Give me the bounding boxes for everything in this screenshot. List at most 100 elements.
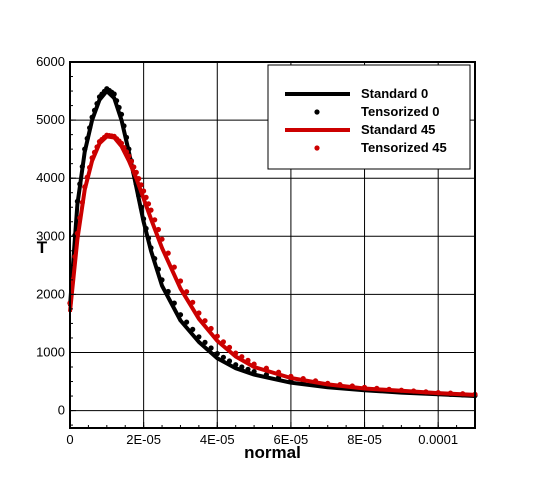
data-point — [74, 230, 80, 236]
data-point — [118, 111, 125, 117]
data-point — [143, 225, 149, 232]
data-point — [220, 354, 226, 360]
data-point — [155, 266, 161, 272]
data-point — [94, 101, 100, 107]
data-point — [87, 125, 93, 131]
data-point — [214, 351, 220, 357]
data-point — [184, 319, 190, 325]
x-tick-label: 8E-05 — [347, 432, 382, 447]
data-point — [239, 364, 245, 370]
data-point — [94, 144, 100, 150]
y-tick-label: 2000 — [36, 286, 65, 301]
data-point — [251, 369, 257, 375]
data-point — [138, 204, 144, 210]
data-point — [89, 114, 95, 120]
data-point — [202, 318, 208, 324]
data-point — [288, 373, 294, 379]
legend-box — [267, 64, 471, 170]
data-point — [138, 182, 144, 188]
x-tick-label: 0.0001 — [418, 432, 458, 447]
data-point — [148, 207, 154, 213]
data-point — [177, 278, 184, 284]
data-point — [131, 164, 137, 170]
data-point — [233, 350, 239, 356]
data-point — [159, 236, 165, 242]
data-point — [155, 226, 161, 233]
data-point — [118, 140, 125, 146]
y-axis-title: T — [37, 238, 48, 257]
legend-label: Tensorized 0 — [361, 104, 440, 119]
data-point — [133, 169, 139, 175]
data-point — [84, 174, 90, 180]
data-point — [196, 310, 202, 316]
data-point — [411, 388, 417, 394]
data-point — [177, 312, 184, 318]
x-tick-label: 6E-05 — [274, 432, 309, 447]
data-point — [423, 389, 429, 395]
data-point — [245, 366, 251, 372]
legend: Standard 0 Tensorized 0 Standard 45 Tensori… — [267, 64, 471, 170]
y-tick-label: 6000 — [36, 54, 65, 69]
data-point — [121, 145, 127, 151]
data-point — [141, 188, 147, 194]
data-point — [126, 153, 132, 159]
data-point — [190, 299, 196, 305]
data-point — [245, 357, 251, 363]
series-tensorized-45 — [67, 132, 478, 397]
data-point — [202, 339, 208, 345]
y-tick-label: 5000 — [36, 112, 65, 127]
data-point — [143, 194, 149, 200]
data-point — [361, 384, 368, 390]
data-point — [337, 382, 343, 388]
plot-area — [67, 86, 478, 399]
data-point — [447, 390, 454, 396]
data-point — [152, 217, 158, 223]
data-point — [226, 344, 233, 350]
data-point — [374, 385, 380, 391]
data-point — [300, 376, 306, 382]
data-point — [84, 135, 90, 142]
data-point — [165, 288, 171, 295]
axis-ticks: 0 2E-05 4E-05 6E-05 8E-05 0.0001 0 1000 2000 3000… — [36, 54, 476, 447]
data-point — [152, 256, 158, 262]
data-point — [145, 201, 152, 207]
x-tick-label: 0 — [66, 432, 73, 447]
data-point — [79, 199, 85, 205]
data-point — [263, 365, 269, 371]
data-point — [214, 333, 220, 339]
y-tick-label: 3000 — [36, 228, 65, 243]
legend-label: Standard 0 — [361, 86, 428, 101]
data-point — [114, 98, 120, 104]
data-point — [251, 361, 257, 367]
legend-label: Standard 45 — [361, 122, 435, 137]
x-axis-title: normal — [244, 443, 301, 462]
data-point — [121, 123, 127, 129]
legend-dot-swatch — [314, 109, 320, 115]
data-point — [91, 107, 98, 113]
data-point — [312, 378, 319, 384]
data-point — [123, 149, 130, 155]
data-point — [226, 358, 233, 364]
y-tick-label: 4000 — [36, 170, 65, 185]
data-point — [165, 250, 171, 256]
data-point — [148, 245, 154, 251]
data-point — [239, 354, 245, 360]
data-point — [111, 91, 117, 97]
data-point — [208, 325, 214, 332]
legend-dot-swatch — [314, 145, 320, 151]
data-point — [77, 215, 83, 221]
data-point — [136, 176, 142, 182]
data-point — [263, 372, 269, 378]
data-point — [233, 362, 239, 368]
data-point — [276, 369, 282, 375]
y-tick-label: 1000 — [36, 344, 65, 359]
data-point — [128, 158, 134, 165]
series-line — [68, 134, 476, 397]
data-point — [87, 164, 93, 171]
data-point — [123, 134, 130, 141]
data-point — [435, 390, 441, 396]
data-point — [220, 339, 226, 345]
data-point — [74, 198, 80, 204]
data-point — [208, 345, 214, 351]
